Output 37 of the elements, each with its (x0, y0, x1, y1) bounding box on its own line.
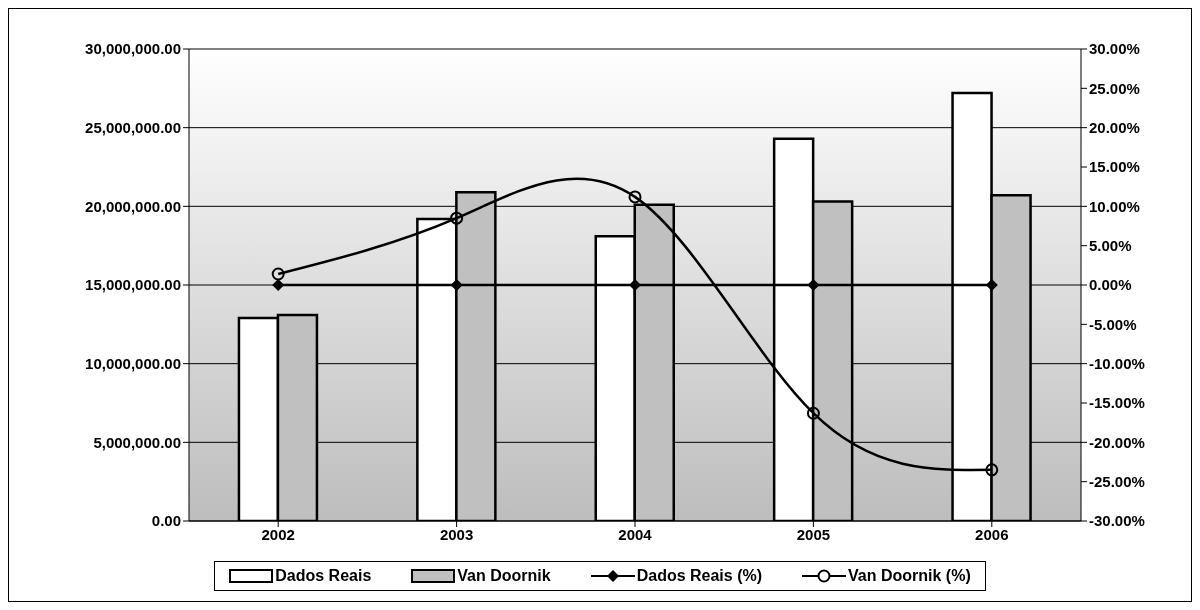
legend-label: Van Doornik (%) (848, 567, 971, 585)
legend-label: Dados Reais (%) (636, 567, 763, 585)
x-tick-label: 2002 (261, 525, 295, 543)
y-tick-label: 20,000,000.00 (85, 197, 181, 215)
x-tick-label: 2006 (975, 525, 1009, 543)
point (985, 463, 999, 477)
y-tick-label: 25,000,000.00 (85, 118, 181, 136)
point (450, 279, 463, 291)
x-tick-label: 2003 (439, 525, 474, 543)
y2-tick-label: 10.00% (1089, 197, 1140, 215)
y2-tick-label: 20.00% (1089, 118, 1140, 136)
y2-tick-label: -15.00% (1089, 394, 1145, 412)
point (450, 211, 464, 225)
point (628, 190, 642, 204)
x-tick-label: 2005 (796, 525, 831, 543)
y2-tick-label: 5.00% (1089, 236, 1132, 254)
point (271, 267, 285, 281)
y-tick-label: 5,000,000.00 (93, 433, 181, 451)
point (806, 406, 820, 420)
legend-label: Dados Reais (275, 567, 372, 585)
y2-tick-label: 25.00% (1089, 79, 1140, 97)
x-tick-label: 2004 (618, 525, 653, 543)
y-tick-label: 0.00 (151, 512, 181, 530)
y-tick-label: 10,000,000.00 (85, 354, 181, 372)
y-tick-label: 15,000,000.00 (85, 276, 181, 294)
point (629, 279, 641, 291)
y2-tick-label: 30.00% (1089, 40, 1140, 58)
y2-tick-label: -20.00% (1089, 433, 1145, 451)
y2-tick-label: 0.00% (1089, 276, 1132, 294)
y2-tick-label: -30.00% (1089, 512, 1145, 530)
point (807, 279, 820, 291)
y2-tick-label: -5.00% (1089, 315, 1137, 333)
y2-tick-label: -25.00% (1089, 472, 1145, 490)
y-tick-label: 30,000,000.00 (85, 40, 181, 58)
y2-tick-label: 15.00% (1089, 158, 1140, 176)
legend-label: Van Doornik (457, 567, 551, 585)
y2-tick-label: -10.00% (1089, 354, 1145, 372)
